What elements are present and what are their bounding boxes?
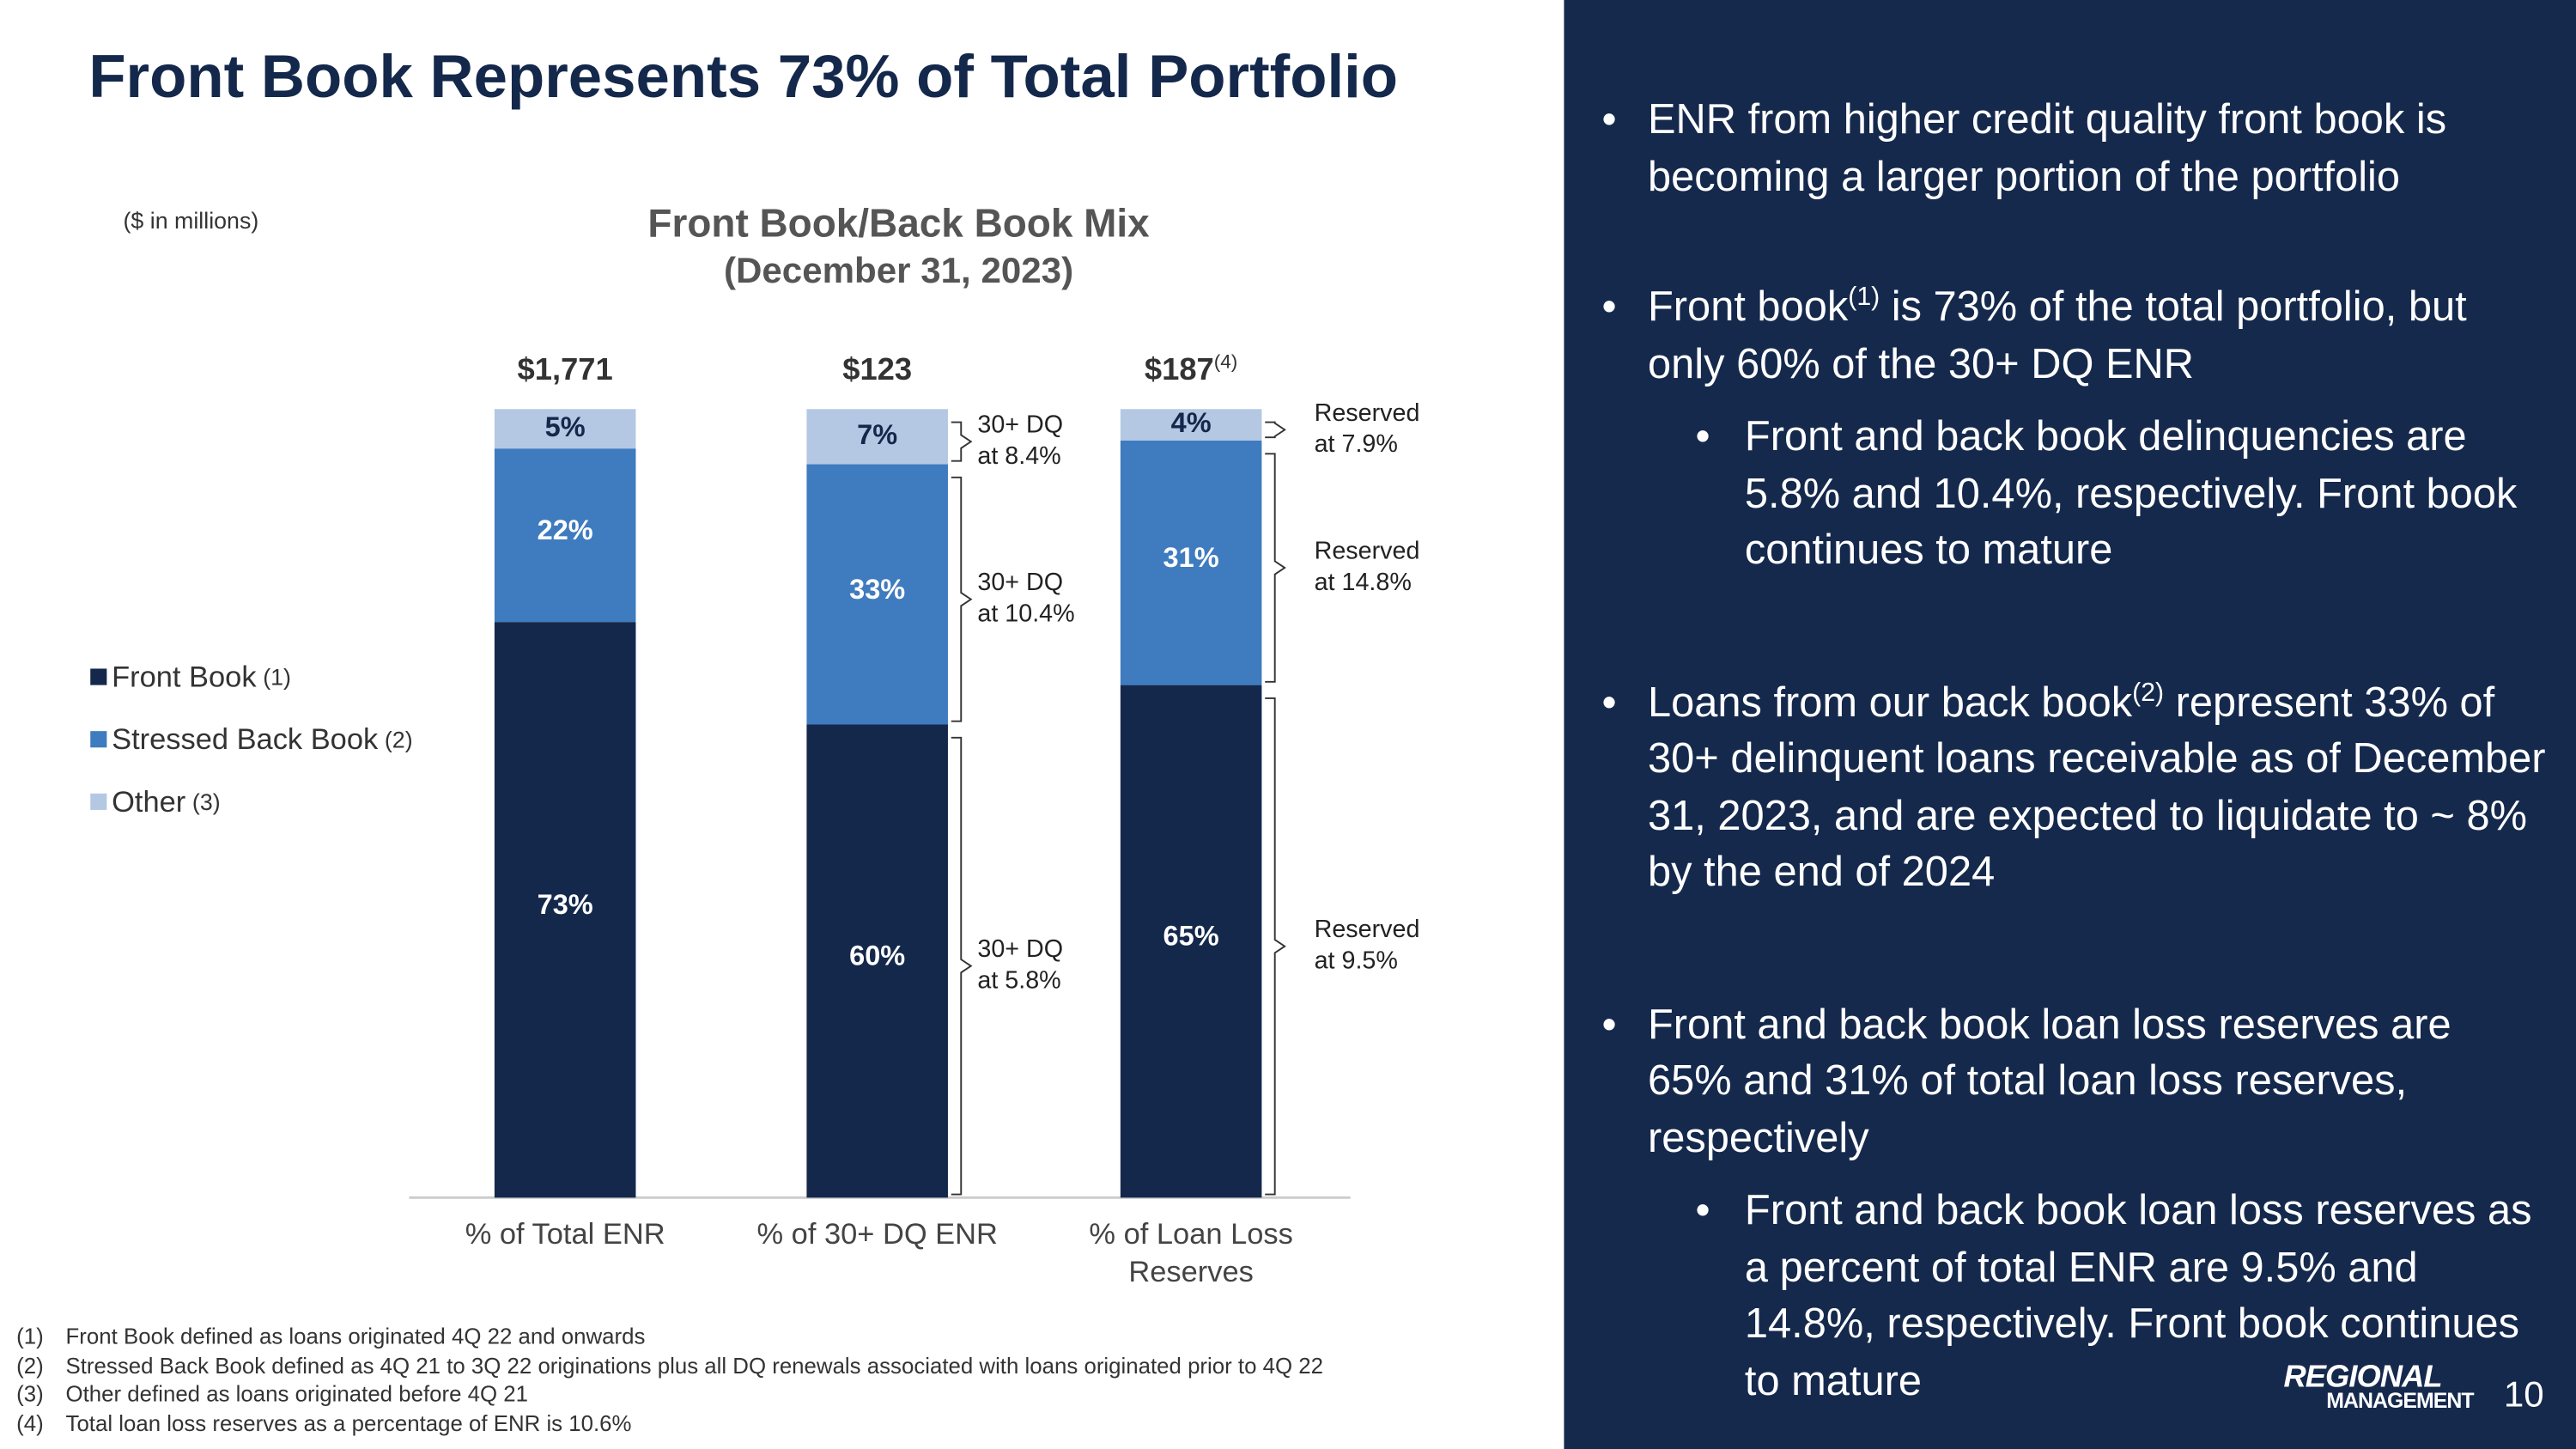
bullet-note: (1): [1848, 283, 1880, 312]
bar-segment: [806, 724, 948, 1198]
total-label-text: $1,771: [517, 353, 613, 388]
footnote-mark: (3): [16, 1381, 44, 1407]
bullet-text: ENR from higher credit quality front boo…: [1648, 96, 2447, 200]
chart-title: Front Book/Back Book Mix: [647, 202, 1150, 247]
total-label-text: $187: [1144, 353, 1214, 388]
bullet-text: Front and back book loan loss reserves a…: [1648, 1001, 2451, 1161]
annotation: Reserved: [1315, 916, 1420, 943]
bullet-list: ENR from higher credit quality front boo…: [1601, 92, 2546, 1449]
bracket: [951, 421, 973, 462]
chart-subtitle: (December 31, 2023): [723, 249, 1074, 291]
legend-swatch: [90, 668, 107, 685]
bar-segment: [806, 409, 948, 465]
value-label: 7%: [857, 419, 897, 450]
bullet: Loans from our back book(2) represent 33…: [1601, 674, 2546, 901]
legend-label: Other: [112, 784, 186, 818]
legend: Front Book (1) Stressed Back Book (2) Other(…: [90, 646, 413, 833]
annotation: 30+ DQ: [977, 935, 1063, 963]
page-number: 10: [2503, 1373, 2544, 1415]
bracket: [1265, 697, 1286, 1196]
logo: REGIONAL MANAGEMENT: [2283, 1360, 2474, 1413]
annotation: at 7.9%: [1315, 430, 1398, 458]
footnote-text: Other defined as loans originated before…: [65, 1381, 528, 1407]
bracket: [1265, 421, 1286, 439]
bracket: [951, 736, 973, 1196]
value-label: 31%: [1163, 542, 1219, 573]
footnote-text: Total loan loss reserves as a percentage…: [65, 1410, 632, 1436]
value-label: 22%: [538, 514, 593, 545]
legend-entry: Stressed Back Book (2): [90, 708, 413, 770]
bar-segment: [494, 622, 636, 1198]
units-note: ($ in millions): [123, 207, 259, 234]
sub-bullet: Front and back book delinquencies are 5.…: [1601, 409, 2546, 579]
x-tick-label: % of Total ENR: [465, 1217, 665, 1251]
bracket: [1265, 453, 1286, 683]
value-label: 4%: [1171, 407, 1212, 438]
legend-entry: Front Book (1): [90, 646, 412, 709]
value-label: 73%: [538, 889, 593, 920]
bullet-text: is 73% of the total portfolio, but only …: [1648, 283, 2467, 387]
footnote-text: Front Book defined as loans originated 4…: [65, 1324, 646, 1349]
x-tick-label: % of 30+ DQ ENR: [756, 1217, 998, 1251]
total-note: (4): [1213, 351, 1238, 374]
annotation: Reserved: [1315, 537, 1420, 564]
bar-segment: [1120, 409, 1262, 441]
annotation: 30+ DQ: [977, 569, 1063, 596]
total-label: $123: [746, 353, 1009, 389]
bar-segment: [1120, 685, 1262, 1198]
annotation: at 10.4%: [977, 600, 1074, 628]
footnote: (4) Total loan loss reserves as a percent…: [16, 1409, 1323, 1439]
value-label: 5%: [545, 411, 586, 442]
logo-text: MANAGEMENT: [2326, 1388, 2474, 1413]
bar-segment: [494, 448, 636, 623]
total-label-text: $123: [842, 353, 913, 388]
legend-label: Stressed Back Book: [112, 721, 379, 755]
footnote: (3) Other defined as loans originated bef…: [16, 1380, 1323, 1409]
legend-swatch: [90, 731, 107, 748]
footnote-text: Stressed Back Book defined as 4Q 21 to 3…: [65, 1353, 1324, 1378]
value-label: 65%: [1163, 921, 1219, 952]
total-label: $1,771: [434, 353, 696, 389]
bullet: Front book(1) is 73% of the total portfo…: [1601, 279, 2546, 579]
x-tick-label: % of Loan Loss Reserves: [1089, 1217, 1293, 1288]
legend-entry: Other (3): [90, 770, 412, 833]
value-label: 33%: [849, 574, 905, 605]
bullet-text: Loans from our back book: [1648, 679, 2133, 726]
sub-bullet: Front and back book loan loss reserves a…: [1601, 1183, 2546, 1409]
footnote-mark: (4): [16, 1410, 44, 1436]
chart: 73% 22% 5% 60% 30+ DQ at 5.8% 33% 30+ DQ at 10.4…: [409, 399, 1420, 1199]
total-label: $187(4): [1060, 351, 1322, 389]
annotation: at 9.5%: [1315, 947, 1398, 974]
footnote-mark: (2): [16, 1353, 44, 1378]
footnotes: (1) Front Book defined as loans originate…: [16, 1323, 1323, 1439]
bullet-note: (2): [2132, 678, 2165, 707]
bar-segment: [806, 464, 948, 725]
bullet: Front and back book loan loss reserves a…: [1601, 996, 2546, 1409]
footnote: (1) Front Book defined as loans originate…: [16, 1323, 1323, 1352]
bracket: [951, 476, 973, 722]
annotation: at 5.8%: [977, 966, 1060, 994]
footnote-mark: (1): [16, 1324, 44, 1349]
bar-segment: [494, 409, 636, 449]
annotation: at 8.4%: [977, 442, 1060, 470]
bullet-text: Front book: [1648, 283, 1849, 331]
bullet: ENR from higher credit quality front boo…: [1601, 92, 2546, 205]
value-label: 60%: [849, 941, 905, 971]
annotation: at 14.8%: [1315, 569, 1412, 596]
bar-segment: [1120, 440, 1262, 685]
bullet-text: represent 33% of 30+ delinquent loans re…: [1648, 679, 2546, 896]
legend-label: Front Book: [112, 659, 257, 693]
annotation: 30+ DQ: [977, 411, 1063, 439]
legend-swatch: [90, 793, 107, 810]
logo-text: REGIONAL: [2283, 1360, 2442, 1395]
slide-title: Front Book Represents 73% of Total Portf…: [88, 42, 1399, 111]
footnote: (2) Stressed Back Book defined as 4Q 21 t…: [16, 1351, 1323, 1380]
annotation: Reserved: [1315, 399, 1420, 427]
